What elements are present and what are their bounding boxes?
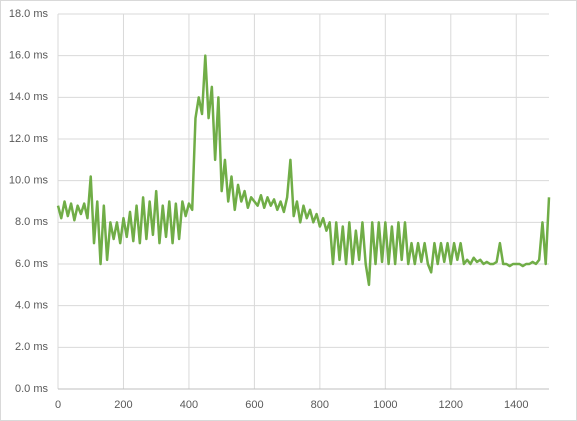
x-tick-label: 1200 (439, 399, 463, 411)
y-tick-label: 4.0 ms (15, 300, 49, 312)
x-tick-label: 400 (180, 399, 198, 411)
x-tick-label: 600 (245, 399, 263, 411)
x-tick-label: 1400 (504, 399, 528, 411)
data-line (56, 54, 551, 287)
y-tick-label: 16.0 ms (9, 50, 49, 62)
y-tick-label: 8.0 ms (15, 216, 49, 228)
x-tick-label: 0 (55, 399, 61, 411)
y-tick-label: 6.0 ms (15, 258, 49, 270)
y-tick-label: 2.0 ms (15, 341, 49, 353)
x-tick-label: 1000 (373, 399, 397, 411)
y-tick-label: 10.0 ms (9, 175, 49, 187)
x-tick-label: 200 (114, 399, 132, 411)
y-tick-label: 12.0 ms (9, 133, 49, 145)
y-tick-label: 0.0 ms (15, 383, 49, 395)
y-tick-label: 14.0 ms (9, 91, 49, 103)
x-tick-label: 800 (311, 399, 329, 411)
y-tick-label: 18.0 ms (9, 8, 49, 20)
